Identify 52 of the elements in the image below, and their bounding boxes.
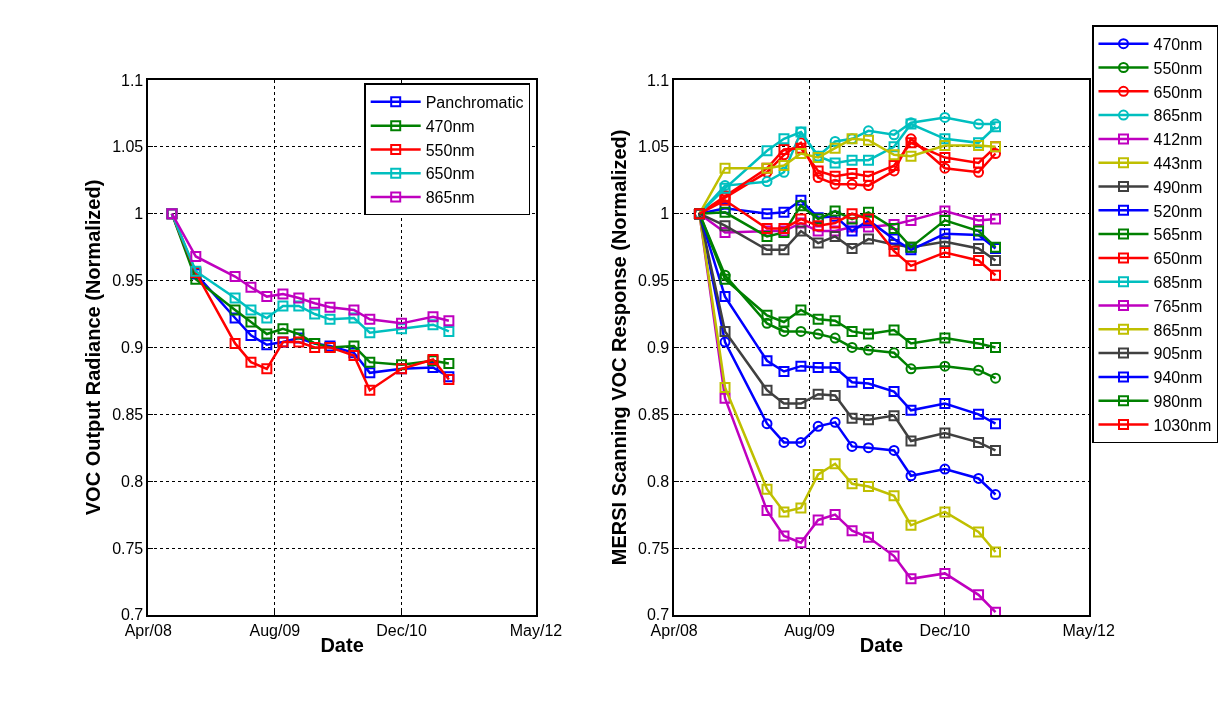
legend-label: 470nm	[425, 117, 475, 135]
legend-label: 650nm	[1153, 83, 1203, 101]
y-tick-label: 0.8	[121, 472, 144, 490]
legend-label: 550nm	[425, 141, 475, 159]
legend-label: 650nm	[425, 165, 475, 183]
x-tick-label: Aug/09	[784, 621, 835, 639]
y-tick-label: 0.75	[112, 539, 144, 557]
y-tick-label: 0.95	[112, 272, 144, 290]
legend-label: 550nm	[1153, 59, 1203, 77]
legend-label: 565nm	[1153, 226, 1203, 244]
legend-label: 490nm	[1153, 178, 1203, 196]
y-tick-label: 0.7	[121, 606, 144, 624]
legend-label: 1030nm	[1153, 416, 1212, 434]
y-axis-title: VOC Output Radiance (Normalized)	[82, 179, 105, 516]
legend-label: 865nm	[425, 189, 475, 207]
y-tick-label: 1.05	[638, 138, 670, 156]
legend-label: 470nm	[1153, 35, 1203, 53]
y-tick-label: 0.7	[646, 606, 670, 624]
x-tick-label: Apr/08	[650, 621, 698, 639]
legend-label: 650nm	[1153, 250, 1203, 268]
y-tick-label: 1	[134, 205, 144, 223]
legend-label: 905nm	[1153, 345, 1203, 363]
x-axis-title: Date	[320, 633, 364, 656]
y-tick-label: 1	[660, 205, 670, 223]
y-tick-label: 0.75	[638, 539, 670, 557]
y-tick-label: 0.85	[112, 405, 144, 423]
legend-label: 865nm	[1153, 107, 1203, 125]
legend-label: 685nm	[1153, 273, 1203, 291]
legend-label: 765nm	[1153, 297, 1203, 315]
legend-label: 520nm	[1153, 202, 1203, 220]
y-tick-label: 0.85	[638, 405, 670, 423]
y-tick-label: 1.1	[646, 71, 670, 89]
legend-label: 980nm	[1153, 392, 1203, 410]
y-axis-title: MERSI Scanning VOC Response (Normalized)	[608, 129, 631, 566]
legend-label: Panchromatic	[425, 94, 524, 112]
x-axis-title: Date	[859, 633, 904, 656]
y-tick-label: 0.9	[121, 339, 144, 357]
y-tick-label: 0.8	[646, 472, 670, 490]
x-tick-label: Dec/10	[919, 621, 971, 639]
legend-label: 865nm	[1153, 321, 1203, 339]
y-tick-label: 1.05	[112, 138, 144, 156]
legend-label: 940nm	[1153, 369, 1203, 387]
legend-label: 443nm	[1153, 154, 1203, 172]
y-tick-label: 0.95	[638, 272, 670, 290]
x-tick-label: Dec/10	[376, 621, 427, 639]
legend-label: 412nm	[1153, 131, 1203, 149]
x-tick-label: Apr/08	[124, 621, 172, 639]
x-tick-label: Aug/09	[249, 621, 301, 639]
y-tick-label: 0.9	[646, 339, 670, 357]
x-tick-label: May/12	[509, 621, 563, 639]
x-tick-label: May/12	[1062, 621, 1115, 639]
y-tick-label: 1.1	[121, 71, 144, 89]
